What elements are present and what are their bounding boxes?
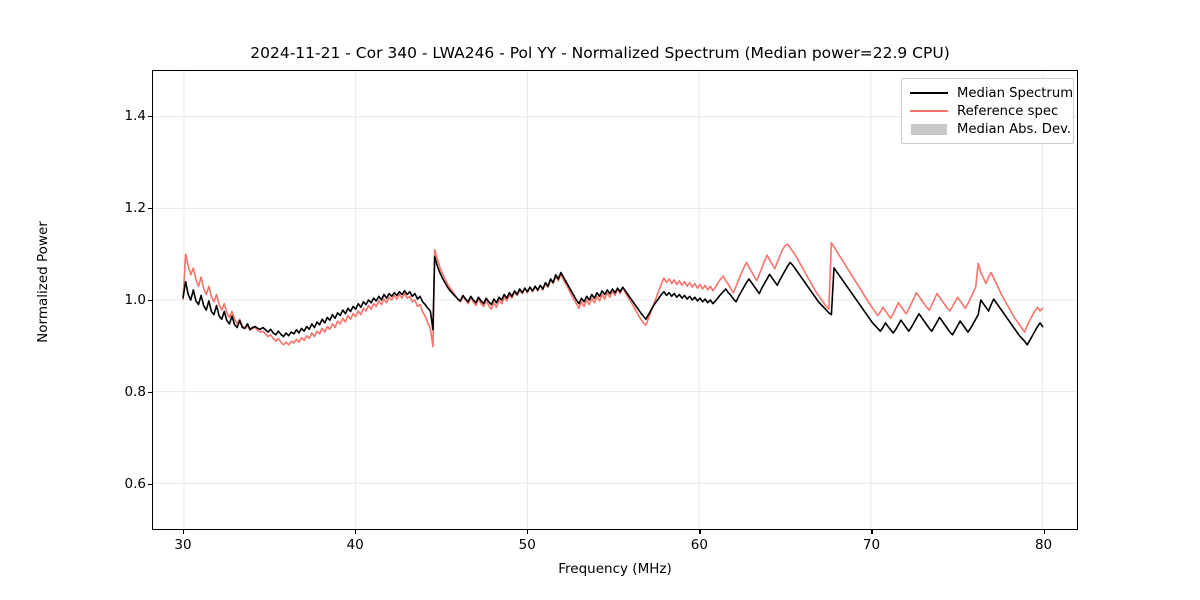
x-tick-label: 80 — [1034, 537, 1053, 553]
y-tick-mark — [148, 208, 152, 210]
x-axis-tick-labels: 30 40 50 60 70 80 — [152, 537, 1078, 557]
legend-label-reference-spec: Reference spec — [957, 103, 1059, 119]
x-tick-label: 50 — [518, 537, 536, 553]
grid-lines — [153, 71, 1077, 529]
x-tick-label: 70 — [862, 537, 881, 553]
legend-line-icon-median-spectrum — [910, 86, 948, 100]
y-tick-label: 0.8 — [124, 384, 146, 400]
y-axis-label: Normalized Power — [35, 221, 51, 343]
y-tick-label: 0.6 — [124, 476, 146, 492]
x-axis-label: Frequency (MHz) — [558, 561, 672, 577]
y-tick-label: 1.2 — [124, 200, 146, 216]
y-tick-mark — [148, 300, 152, 302]
y-tick-mark — [148, 392, 152, 394]
data-series-group — [183, 243, 1043, 347]
x-tick-mark — [355, 530, 357, 534]
x-tick-mark — [182, 530, 185, 534]
legend-label-median-spectrum: Median Spectrum — [957, 85, 1074, 101]
x-tick-mark — [527, 530, 529, 534]
legend-line-icon-reference-spec — [910, 104, 948, 118]
legend-item-reference-spec[interactable]: Reference spec — [902, 102, 1073, 120]
y-tick-mark — [148, 116, 152, 118]
chart-legend[interactable]: Median Spectrum Reference spec Median Ab… — [901, 78, 1074, 144]
chart-title: 2024-11-21 - Cor 340 - LWA246 - Pol YY -… — [250, 44, 950, 62]
legend-item-median-spectrum[interactable]: Median Spectrum — [902, 84, 1073, 102]
series-line-median-spectrum — [183, 256, 1043, 344]
series-line-reference-spec — [183, 243, 1043, 347]
x-tick-label: 60 — [690, 537, 708, 553]
x-tick-mark — [699, 530, 701, 534]
legend-item-median-abs-dev[interactable]: Median Abs. Dev. — [902, 120, 1073, 138]
plot-area — [152, 70, 1078, 530]
x-tick-mark — [1043, 530, 1045, 534]
y-tick-label: 1.0 — [124, 292, 146, 308]
y-tick-mark — [148, 484, 152, 486]
legend-patch-icon-median-abs-dev — [910, 122, 948, 136]
x-tick-label: 40 — [346, 537, 364, 553]
y-axis-tick-labels: 0.6 0.8 1.0 1.2 1.4 — [96, 70, 146, 530]
y-tick-label: 1.4 — [124, 108, 146, 124]
plot-svg — [153, 71, 1077, 529]
x-tick-mark — [871, 530, 873, 534]
legend-label-median-abs-dev: Median Abs. Dev. — [957, 121, 1072, 137]
x-tick-label: 30 — [174, 537, 192, 553]
